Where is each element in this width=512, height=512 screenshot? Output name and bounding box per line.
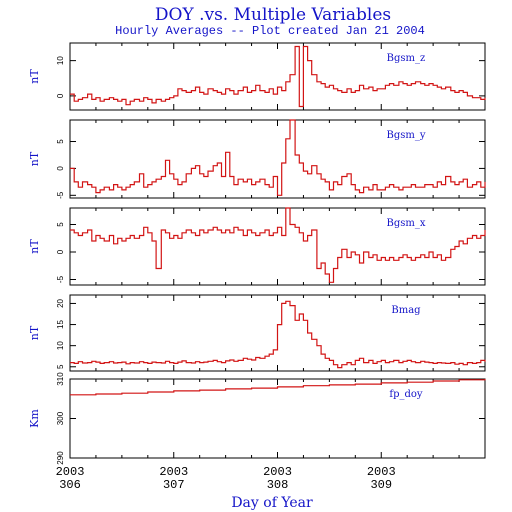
y-tick-label: 10 <box>56 56 65 65</box>
x-tick-label-year: 2003 <box>56 465 85 479</box>
y-axis-label: nT <box>28 151 41 166</box>
x-tick-label-day: 309 <box>370 478 392 492</box>
series-name: Bgsm_z <box>387 53 426 64</box>
series-line <box>70 45 486 108</box>
series-line <box>70 207 486 283</box>
series-name: Bmag <box>391 305 421 316</box>
x-axis-title: Day of Year <box>231 495 313 511</box>
x-tick-label-day: 307 <box>163 478 185 492</box>
y-axis-label: nT <box>28 69 41 84</box>
y-tick-label: 310 <box>56 372 65 386</box>
panel-frame <box>69 378 486 459</box>
y-axis-label: nT <box>28 325 41 340</box>
y-tick-label: 290 <box>56 451 65 465</box>
y-tick-label: 10 <box>56 341 65 350</box>
series-line <box>70 300 486 369</box>
x-tick-label-year: 2003 <box>367 465 396 479</box>
series-name: Bgsm_x <box>386 218 425 229</box>
y-tick-label: 15 <box>56 320 65 329</box>
y-tick-label: 20 <box>56 298 65 307</box>
x-tick-label-year: 2003 <box>159 465 188 479</box>
panel-fp_doy: 290 300 310 Km fp_doy <box>28 372 486 465</box>
panels-group: 0 10 nT Bgsm_z -5 0 5 nT Bgsm_y -5 0 5 nT Bgsm_x 5 10 15… <box>28 42 486 465</box>
y-tick-label: -5 <box>56 191 65 199</box>
y-axis-label: nT <box>28 239 41 254</box>
series-line <box>70 119 486 196</box>
y-tick-label: 5 <box>56 222 65 227</box>
chart-title: DOY .vs. Multiple Variables <box>155 5 391 25</box>
y-tick-label: 5 <box>56 364 65 369</box>
y-axis-label: Km <box>28 409 41 428</box>
x-tick-label-day: 308 <box>267 478 289 492</box>
x-tick-label-day: 306 <box>59 478 81 492</box>
chart-subtitle: Hourly Averages -- Plot created Jan 21 2… <box>115 24 425 38</box>
y-tick-label: 0 <box>56 249 65 254</box>
panel-bgsm_z: 0 10 nT Bgsm_z <box>28 42 486 111</box>
x-tick-label-year: 2003 <box>263 465 292 479</box>
y-tick-label: 0 <box>56 166 65 171</box>
series-name: fp_doy <box>389 389 423 400</box>
y-tick-label: 5 <box>56 139 65 144</box>
panel-bmag: 5 10 15 20 nT Bmag <box>28 294 486 372</box>
panel-bgsm_x: -5 0 5 nT Bgsm_x <box>28 207 486 286</box>
series-name: Bgsm_y <box>386 130 425 141</box>
y-tick-label: -5 <box>56 275 65 283</box>
panel-bgsm_y: -5 0 5 nT Bgsm_y <box>28 119 486 199</box>
y-tick-label: 300 <box>56 411 65 425</box>
y-tick-label: 0 <box>56 93 65 98</box>
series-line <box>70 379 486 396</box>
